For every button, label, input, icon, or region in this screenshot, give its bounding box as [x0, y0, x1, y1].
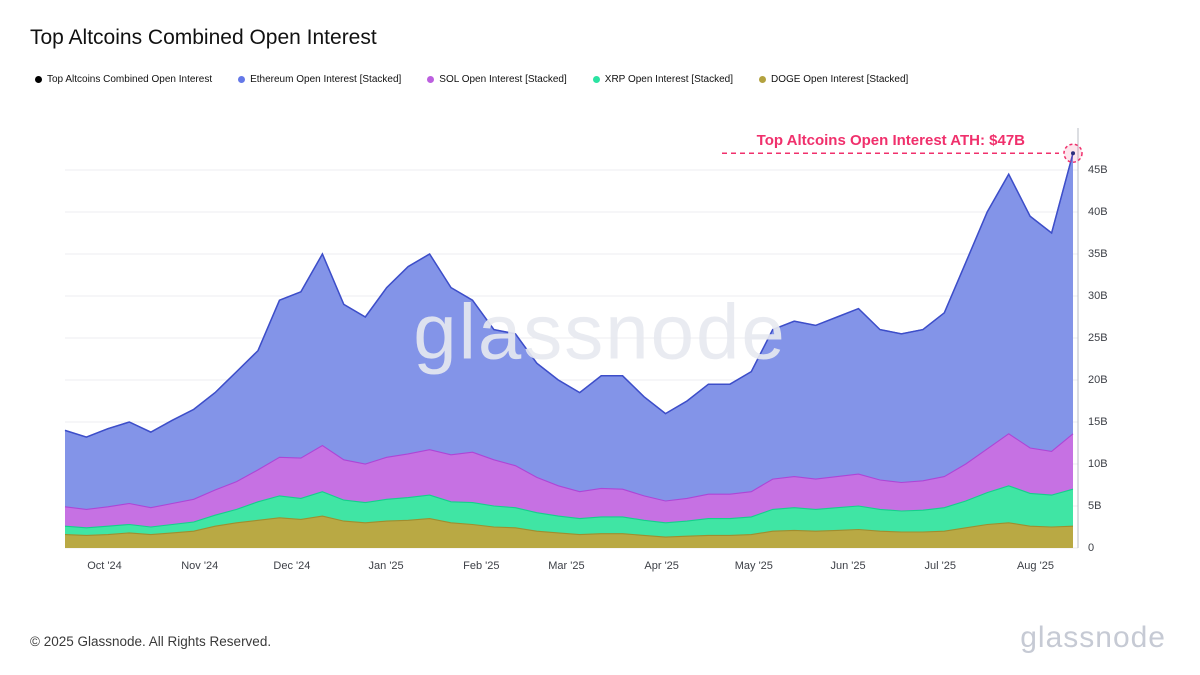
- x-tick-label: Aug '25: [1016, 560, 1054, 572]
- y-tick-label: 10B: [1088, 458, 1108, 470]
- glassnode-logo: glassnode: [1020, 621, 1166, 654]
- x-tick-label: Apr '25: [644, 560, 679, 572]
- legend-label: XRP Open Interest [Stacked]: [604, 74, 733, 85]
- ath-annotation: Top Altcoins Open Interest ATH: $47B: [756, 132, 1025, 149]
- y-tick-label: 25B: [1088, 332, 1108, 344]
- chart-canvas[interactable]: [64, 120, 1083, 550]
- page-title: Top Altcoins Combined Open Interest: [30, 26, 377, 49]
- legend-dot: [592, 76, 600, 83]
- legend-label: SOL Open Interest [Stacked]: [439, 74, 567, 85]
- x-tick-label: Jun '25: [830, 560, 866, 572]
- legend-label: DOGE Open Interest [Stacked]: [771, 74, 909, 85]
- y-tick-label: 30B: [1088, 290, 1108, 302]
- legend-dot: [759, 76, 766, 83]
- x-tick-label: Mar '25: [548, 560, 585, 572]
- legend-label: Ethereum Open Interest [Stacked]: [250, 74, 402, 85]
- y-tick-label: 35B: [1088, 248, 1108, 260]
- y-tick-label: 45B: [1088, 164, 1108, 176]
- y-tick-label: 20B: [1088, 374, 1108, 386]
- x-tick-label: Dec '24: [273, 560, 311, 572]
- x-tick-label: Nov '24: [181, 560, 219, 572]
- legend-dot: [35, 76, 42, 83]
- y-tick-label: 0: [1088, 542, 1095, 554]
- legend-label: Top Altcoins Combined Open Interest: [47, 74, 213, 85]
- legend-item-4[interactable]: DOGE Open Interest [Stacked]: [759, 74, 908, 85]
- legend-item-1[interactable]: Ethereum Open Interest [Stacked]: [238, 74, 401, 85]
- legend-item-2[interactable]: SOL Open Interest [Stacked]: [427, 74, 567, 85]
- y-tick-label: 40B: [1088, 206, 1108, 218]
- x-tick-label: Feb '25: [463, 560, 500, 572]
- legend-item-3[interactable]: XRP Open Interest [Stacked]: [592, 74, 733, 85]
- legend-dot: [238, 76, 246, 83]
- open-interest-chart[interactable]: [64, 120, 1083, 550]
- y-tick-label: 5B: [1088, 500, 1102, 512]
- legend-item-0[interactable]: Top Altcoins Combined Open Interest: [35, 74, 212, 85]
- x-tick-label: May '25: [734, 560, 773, 572]
- copyright-text: © 2025 Glassnode. All Rights Reserved.: [30, 634, 272, 649]
- x-tick-label: Jul '25: [924, 560, 956, 572]
- x-tick-label: Oct '24: [87, 560, 122, 572]
- legend-dot: [427, 76, 435, 83]
- x-tick-label: Jan '25: [368, 560, 404, 572]
- y-tick-label: 15B: [1088, 416, 1108, 428]
- chart-legend: Top Altcoins Combined Open Interest Ether…: [35, 74, 908, 85]
